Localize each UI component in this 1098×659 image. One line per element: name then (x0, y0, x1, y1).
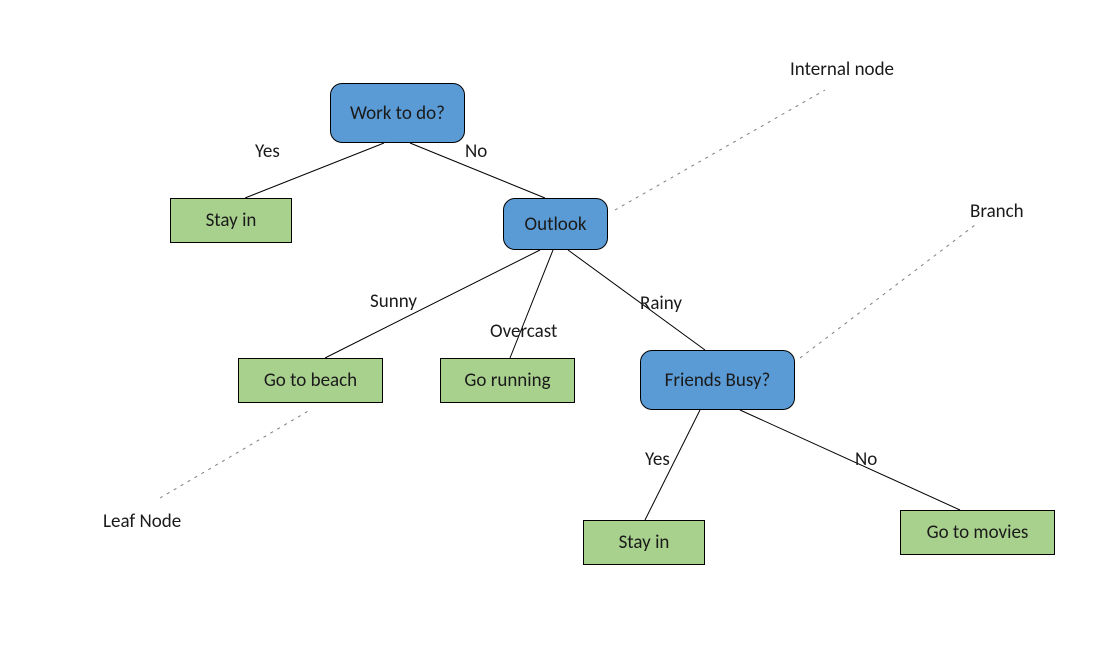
edge-label: Overcast (490, 320, 557, 343)
annotation-label: Leaf Node (103, 510, 181, 533)
annotation-dash (800, 225, 975, 358)
node-label: Go to beach (264, 369, 357, 392)
node-label: Friends Busy? (665, 369, 771, 392)
node-stayin1: Stay in (170, 198, 292, 243)
edge-label: No (465, 140, 487, 163)
node-movies: Go to movies (900, 510, 1055, 555)
edge-label: Yes (645, 448, 670, 471)
node-label: Go running (464, 369, 550, 392)
node-stayin2: Stay in (583, 520, 705, 565)
node-root: Work to do? (330, 83, 465, 143)
node-label: Go to movies (927, 521, 1029, 544)
edge-label: Sunny (370, 290, 417, 313)
edge-line (740, 410, 960, 510)
edge-label: No (855, 448, 877, 471)
node-label: Work to do? (350, 102, 445, 125)
edge-label: Yes (255, 140, 280, 163)
node-label: Outlook (525, 213, 587, 236)
edge-line (568, 250, 705, 350)
node-beach: Go to beach (238, 358, 383, 403)
annotation-dash (160, 410, 310, 498)
node-friends: Friends Busy? (640, 350, 795, 410)
node-running: Go running (440, 358, 575, 403)
node-label: Stay in (619, 531, 670, 554)
edge-label: Rainy (640, 292, 682, 315)
annotation-dash (615, 90, 825, 210)
node-label: Stay in (206, 209, 257, 232)
annotation-label: Branch (970, 200, 1024, 223)
annotation-label: Internal node (790, 58, 894, 81)
node-outlook: Outlook (503, 198, 608, 250)
